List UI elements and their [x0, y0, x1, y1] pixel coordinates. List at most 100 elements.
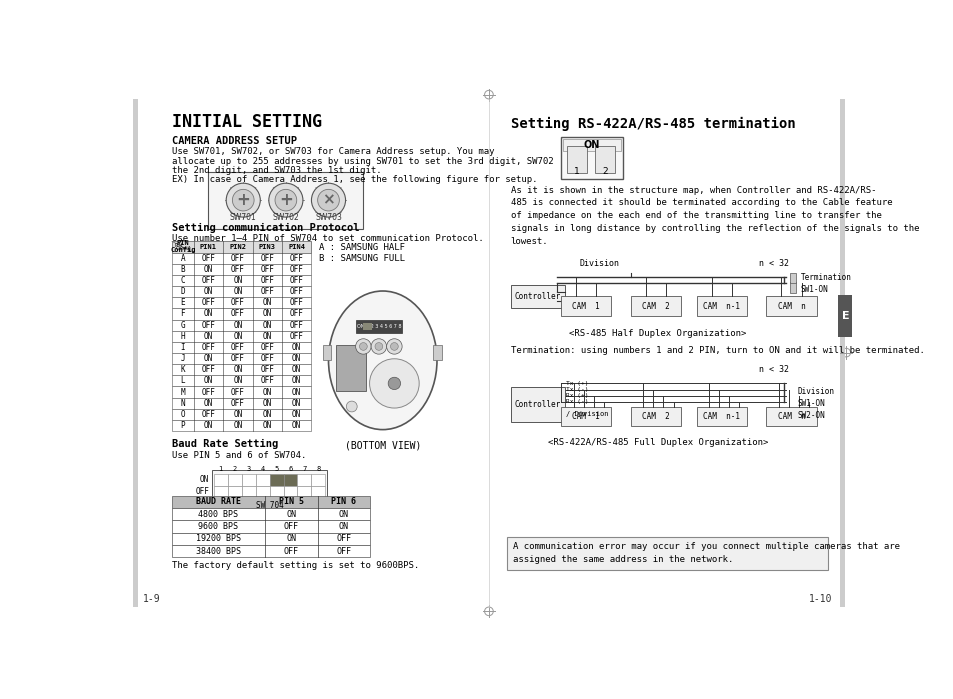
- Text: P: P: [180, 421, 185, 430]
- Text: PIN: PIN: [174, 243, 182, 248]
- Text: 3: 3: [246, 466, 251, 472]
- Bar: [172, 241, 311, 252]
- Bar: [595, 146, 615, 173]
- Text: OFF: OFF: [231, 398, 245, 408]
- Bar: [838, 295, 852, 337]
- Bar: [270, 486, 283, 498]
- Circle shape: [371, 339, 386, 354]
- Text: OFF: OFF: [260, 366, 274, 374]
- Bar: [172, 308, 311, 319]
- Bar: [172, 420, 311, 431]
- Text: CAM  1: CAM 1: [572, 412, 599, 421]
- Text: OFF: OFF: [260, 343, 274, 352]
- Text: CAM  1: CAM 1: [572, 301, 599, 310]
- Text: 2: 2: [601, 167, 607, 176]
- Bar: [172, 496, 370, 508]
- Text: <RS-422A/RS-485 Full Duplex Organization>: <RS-422A/RS-485 Full Duplex Organization…: [547, 438, 767, 447]
- Text: ON: ON: [583, 140, 599, 150]
- Text: Rx (+): Rx (+): [566, 394, 588, 398]
- Bar: [172, 375, 311, 387]
- Text: Controller: Controller: [514, 400, 560, 409]
- Text: CAM  n: CAM n: [777, 301, 804, 310]
- Circle shape: [369, 359, 418, 408]
- Text: OFF: OFF: [283, 522, 298, 531]
- Text: ON: ON: [204, 310, 213, 319]
- Text: / Division: / Division: [566, 411, 608, 417]
- Bar: [433, 345, 442, 360]
- Text: ON: ON: [204, 398, 213, 408]
- Bar: [696, 407, 746, 426]
- Bar: [228, 486, 241, 498]
- Circle shape: [311, 183, 345, 217]
- Bar: [172, 264, 311, 275]
- Text: ON: ON: [204, 421, 213, 430]
- Bar: [172, 275, 311, 286]
- Text: F: F: [180, 310, 185, 319]
- Bar: [567, 146, 587, 173]
- Text: OFF: OFF: [231, 310, 245, 319]
- Text: K: K: [180, 366, 185, 374]
- Circle shape: [386, 339, 402, 354]
- Text: E: E: [180, 298, 185, 308]
- Circle shape: [388, 377, 400, 389]
- Text: OFF: OFF: [201, 410, 215, 419]
- Bar: [172, 521, 370, 533]
- Bar: [208, 172, 363, 229]
- Bar: [362, 322, 372, 331]
- Text: OFF: OFF: [201, 276, 215, 285]
- Text: ON: ON: [204, 376, 213, 385]
- Bar: [630, 296, 680, 316]
- Bar: [212, 470, 327, 498]
- Text: ON: ON: [262, 387, 272, 396]
- Text: A : SAMSUNG HALF: A : SAMSUNG HALF: [319, 243, 405, 252]
- Bar: [172, 319, 311, 331]
- Text: OFF: OFF: [336, 535, 351, 543]
- Text: OFF: OFF: [201, 298, 215, 308]
- Circle shape: [355, 339, 371, 354]
- Text: ON: ON: [262, 410, 272, 419]
- Text: OFF: OFF: [260, 287, 274, 296]
- Bar: [311, 486, 325, 498]
- Text: J: J: [180, 354, 185, 363]
- Text: OFF: OFF: [195, 487, 209, 496]
- Text: SW 704: SW 704: [255, 501, 283, 510]
- Text: OFF: OFF: [231, 343, 245, 352]
- Text: ON: ON: [292, 343, 301, 352]
- Text: PIN4: PIN4: [288, 244, 305, 250]
- Text: OFF: OFF: [290, 254, 303, 263]
- Bar: [283, 473, 297, 486]
- Text: ON: ON: [338, 510, 349, 519]
- Text: OFF: OFF: [290, 276, 303, 285]
- Text: Termination: using numbers 1 and 2 PIN, turn to ON and it will be terminated.: Termination: using numbers 1 and 2 PIN, …: [510, 347, 923, 356]
- Text: OFF: OFF: [290, 265, 303, 274]
- Text: 1: 1: [218, 466, 223, 472]
- Bar: [560, 296, 611, 316]
- Text: ON: ON: [204, 332, 213, 340]
- Text: Setting communication Protocol: Setting communication Protocol: [172, 223, 359, 233]
- Text: Use SW701, SW702, or SW703 for Camera Address setup. You may: Use SW701, SW702, or SW703 for Camera Ad…: [172, 147, 494, 157]
- Text: I: I: [180, 343, 185, 352]
- Text: OFF: OFF: [231, 265, 245, 274]
- Circle shape: [390, 343, 397, 350]
- Text: ON: ON: [292, 387, 301, 396]
- Bar: [172, 297, 311, 308]
- Ellipse shape: [328, 291, 436, 430]
- Bar: [510, 387, 564, 422]
- Text: Tx (-): Tx (-): [566, 387, 588, 392]
- Text: ON: ON: [233, 321, 242, 330]
- Text: Controller: Controller: [514, 292, 560, 301]
- Text: OFF: OFF: [283, 547, 298, 556]
- Bar: [172, 398, 311, 409]
- Bar: [562, 138, 620, 151]
- Text: ON: ON: [262, 332, 272, 340]
- Text: ON: ON: [262, 398, 272, 408]
- Text: OFF: OFF: [231, 298, 245, 308]
- Text: ON: ON: [204, 265, 213, 274]
- Text: ON: ON: [204, 354, 213, 363]
- Text: PIN1: PIN1: [200, 244, 216, 250]
- Text: ON: ON: [292, 354, 301, 363]
- Text: ON: ON: [262, 310, 272, 319]
- Text: H: H: [180, 332, 185, 340]
- Bar: [506, 538, 827, 570]
- Text: OFF: OFF: [290, 298, 303, 308]
